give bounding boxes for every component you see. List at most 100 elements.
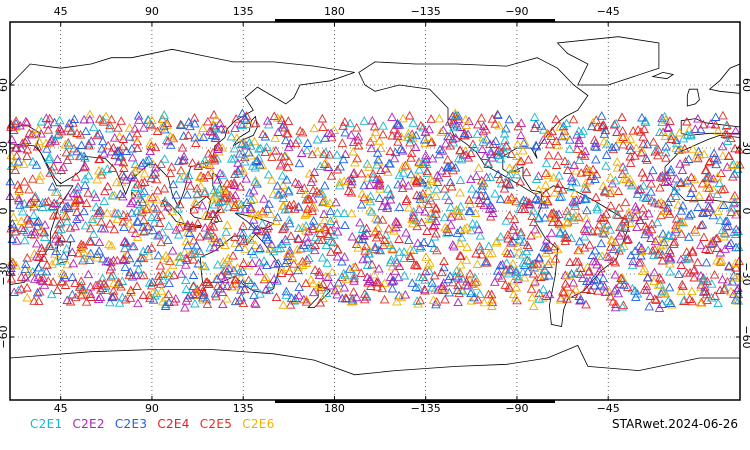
observation-triangle	[349, 276, 359, 285]
observation-triangle	[99, 278, 109, 288]
observation-triangle	[11, 118, 21, 128]
observation-triangle	[473, 294, 483, 304]
observation-triangle	[103, 140, 113, 150]
observation-triangle	[411, 130, 421, 140]
observation-triangle	[445, 202, 456, 211]
observation-triangle	[132, 128, 142, 138]
observation-triangle	[574, 236, 585, 246]
observation-triangle	[572, 144, 583, 153]
observation-triangle	[81, 126, 91, 136]
observation-triangle	[385, 190, 395, 200]
observation-triangle	[147, 115, 157, 124]
observation-triangle	[509, 221, 519, 230]
observation-triangle	[684, 124, 694, 134]
observation-triangle	[199, 287, 209, 297]
observation-triangle	[167, 206, 178, 216]
observation-triangle	[528, 301, 539, 311]
observation-triangle	[724, 261, 734, 271]
observation-triangle	[240, 244, 250, 253]
observation-triangle	[306, 274, 316, 284]
observation-triangle	[347, 176, 357, 186]
observation-triangle	[118, 141, 128, 151]
observation-triangle	[349, 273, 359, 283]
observation-triangle	[598, 215, 609, 225]
observation-triangle	[518, 258, 529, 267]
observation-triangle	[425, 174, 436, 184]
observation-triangle	[657, 255, 668, 265]
observation-triangle	[249, 136, 260, 146]
observation-triangle	[144, 193, 155, 203]
observation-triangle	[332, 251, 343, 261]
observation-triangle	[379, 278, 390, 288]
observation-triangle	[211, 291, 221, 301]
observation-triangle	[455, 175, 466, 184]
observation-triangle	[709, 148, 719, 158]
observation-triangle	[71, 172, 81, 181]
observation-triangle	[641, 153, 651, 162]
observation-triangle	[211, 122, 221, 132]
observation-triangle	[297, 148, 307, 157]
observation-triangle	[663, 122, 673, 132]
observation-triangle	[217, 142, 227, 152]
observation-triangle	[370, 242, 380, 251]
observation-triangle	[371, 232, 382, 242]
observation-triangle	[514, 247, 524, 257]
observation-triangle	[104, 239, 114, 249]
observation-triangle	[506, 149, 517, 158]
observation-triangle	[518, 195, 529, 205]
observation-triangle	[353, 243, 363, 252]
observation-triangle	[616, 242, 626, 252]
observation-triangle	[169, 296, 179, 306]
observation-triangle	[382, 237, 392, 247]
observation-triangle	[369, 121, 380, 131]
observation-triangle	[121, 238, 132, 247]
observation-triangle	[436, 127, 446, 136]
observation-triangle	[17, 206, 28, 216]
observation-triangle	[473, 163, 484, 172]
observation-triangle	[267, 175, 277, 184]
observation-triangle	[590, 245, 600, 255]
observation-triangle	[641, 285, 652, 294]
observation-triangle	[501, 140, 511, 150]
observation-triangle	[225, 195, 235, 205]
observation-triangle	[166, 162, 177, 171]
observation-triangle	[655, 127, 665, 136]
observation-triangle	[686, 209, 696, 218]
observation-triangle	[544, 245, 554, 254]
observation-triangle	[86, 292, 96, 301]
observation-triangle	[113, 208, 123, 218]
observation-triangle	[32, 141, 43, 151]
observation-triangle	[302, 204, 313, 213]
observation-triangle	[198, 260, 208, 270]
observation-triangle	[393, 272, 404, 282]
observation-triangle	[127, 224, 138, 233]
observation-triangle	[539, 242, 549, 251]
observation-triangle	[600, 125, 611, 135]
observation-triangle	[664, 282, 675, 292]
observation-triangle	[28, 156, 38, 166]
observation-triangle	[130, 165, 140, 175]
observation-triangle	[597, 251, 607, 260]
observation-triangle	[610, 237, 621, 246]
observation-triangle	[209, 242, 220, 252]
observation-triangle	[720, 244, 730, 253]
observation-triangle	[408, 218, 418, 228]
observation-triangle	[466, 225, 476, 235]
observation-triangle	[522, 240, 533, 249]
observation-triangle	[232, 133, 242, 142]
observation-triangle	[294, 158, 305, 168]
observation-triangle	[541, 158, 552, 168]
observation-triangle	[493, 169, 503, 179]
observation-triangle	[113, 156, 124, 166]
observation-triangle	[147, 277, 158, 286]
observation-triangle	[6, 150, 16, 160]
observation-triangle	[611, 299, 621, 308]
observation-triangle	[301, 208, 311, 218]
observation-triangle	[161, 250, 171, 260]
observation-triangle	[69, 114, 80, 123]
observation-triangle	[259, 194, 269, 203]
observation-triangle	[158, 114, 168, 123]
observation-triangle	[565, 135, 575, 144]
observation-triangle	[115, 152, 126, 161]
observation-triangle	[612, 127, 622, 136]
